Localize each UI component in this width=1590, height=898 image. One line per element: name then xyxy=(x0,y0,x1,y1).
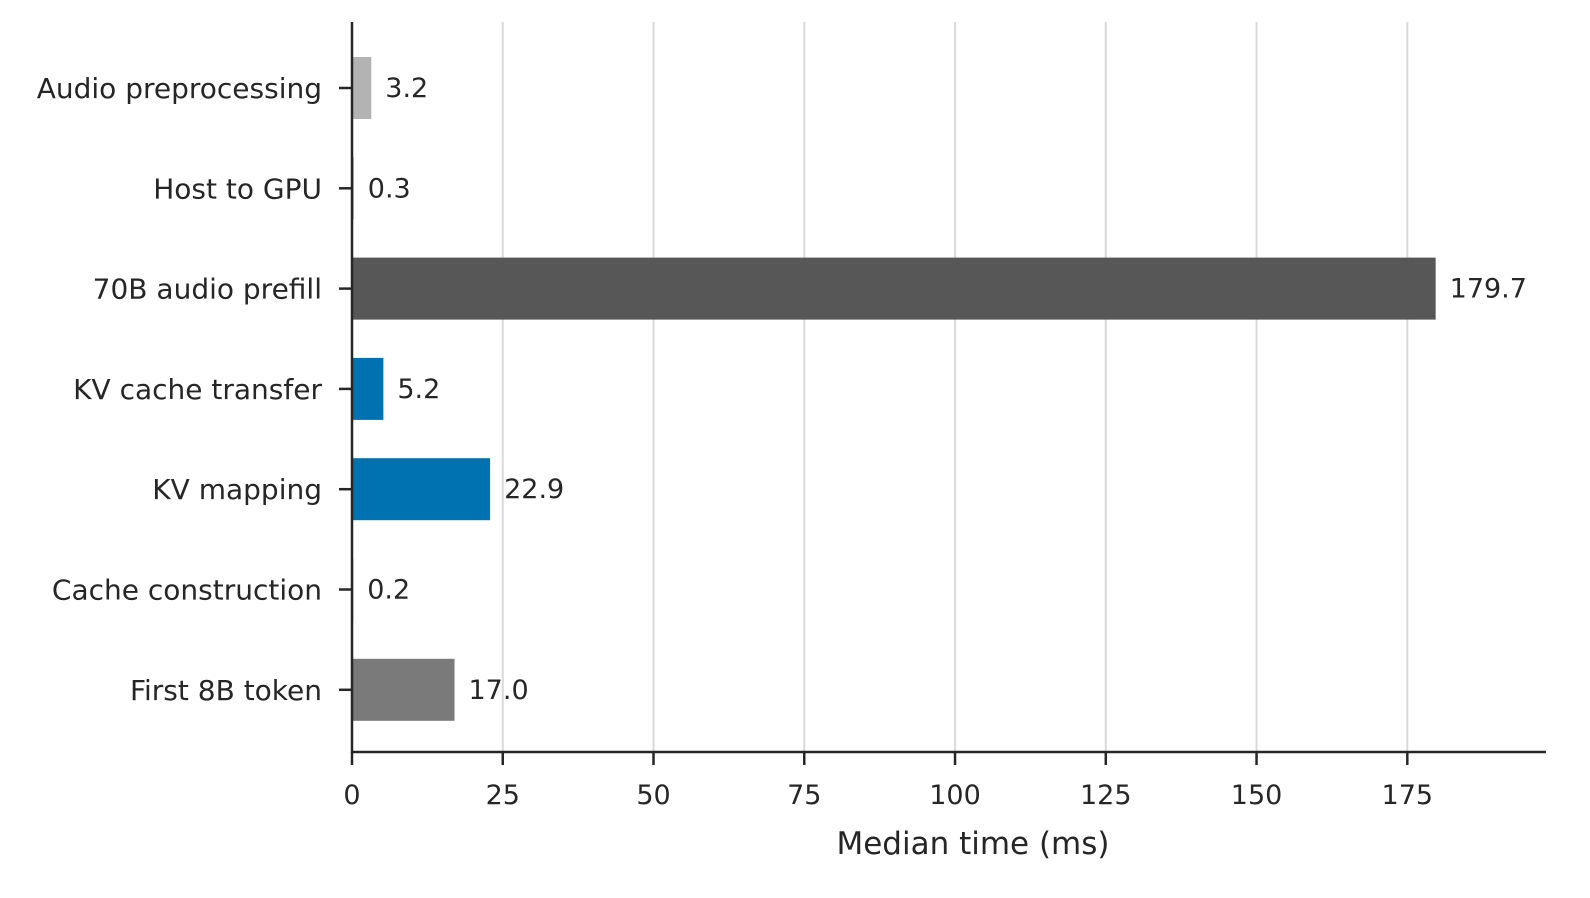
category-label-5: Cache construction xyxy=(52,574,322,607)
x-tick-label-6: 150 xyxy=(1231,780,1283,811)
category-label-0: Audio preprocessing xyxy=(37,72,322,105)
bar-3 xyxy=(352,357,384,420)
x-axis-title: Median time (ms) xyxy=(836,826,1109,862)
bars xyxy=(352,57,1436,721)
value-labels: 3.2 0.3 179.7 5.2 22.9 0.2 17.0 xyxy=(367,73,1527,706)
gridlines xyxy=(501,22,1409,752)
x-tick-label-3: 75 xyxy=(787,780,821,811)
category-label-3: KV cache transfer xyxy=(73,373,322,406)
axes: Audio preprocessing Host to GPU 70B audio … xyxy=(37,22,1546,811)
category-label-6: First 8B token xyxy=(130,674,322,707)
value-label-1: 0.3 xyxy=(368,173,411,204)
x-tick-label-7: 175 xyxy=(1382,780,1434,811)
value-label-6: 17.0 xyxy=(469,675,529,706)
bar-4 xyxy=(352,458,491,521)
category-label-1: Host to GPU xyxy=(153,172,322,205)
value-label-5: 0.2 xyxy=(367,575,410,606)
bar-0 xyxy=(352,57,372,119)
x-tick-label-5: 125 xyxy=(1080,780,1132,811)
x-tick-label-0: 0 xyxy=(343,780,360,811)
x-tick-label-2: 50 xyxy=(636,780,670,811)
value-label-0: 3.2 xyxy=(385,73,428,104)
bar-2 xyxy=(352,257,1436,320)
category-label-2: 70B audio prefill xyxy=(93,273,322,306)
bar-6 xyxy=(352,658,455,721)
value-label-3: 5.2 xyxy=(397,374,440,405)
category-label-4: KV mapping xyxy=(152,473,322,506)
value-label-2: 179.7 xyxy=(1450,274,1527,305)
value-label-4: 22.9 xyxy=(504,474,564,505)
x-tick-label-4: 100 xyxy=(929,780,981,811)
x-tick-label-1: 25 xyxy=(486,780,520,811)
